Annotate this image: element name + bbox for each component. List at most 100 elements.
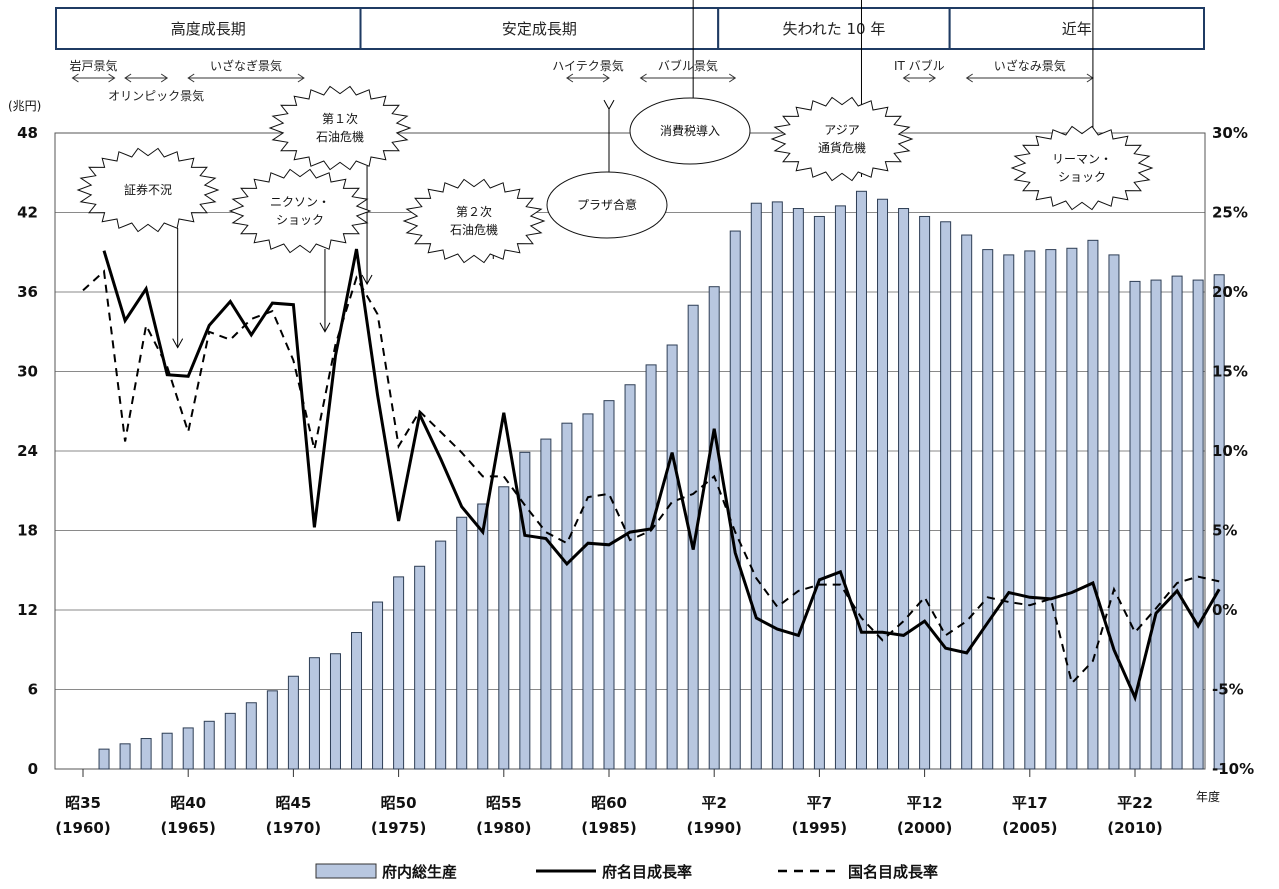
event-arrow-head bbox=[361, 274, 373, 286]
gdp-bar bbox=[435, 540, 447, 770]
right-tick-label: -5% bbox=[1212, 681, 1244, 699]
gdp-bar bbox=[1192, 279, 1204, 770]
x-tick-year: (1965) bbox=[160, 819, 215, 837]
x-tick-era: 昭35 bbox=[65, 794, 101, 812]
x-tick-era: 平12 bbox=[907, 794, 943, 812]
boom-arrow-head-left bbox=[965, 73, 973, 83]
gdp-bar bbox=[245, 702, 257, 770]
gdp-bar bbox=[729, 230, 741, 770]
right-tick-label: 5% bbox=[1212, 522, 1237, 540]
period-box bbox=[948, 7, 1206, 50]
boom-arrow-head-left bbox=[902, 73, 910, 83]
boom-label: いざなみ景気 bbox=[994, 58, 1066, 73]
boom-arrow-head-right bbox=[160, 73, 169, 83]
boom-arrow-head-right bbox=[297, 73, 305, 83]
gdp-bar bbox=[203, 720, 215, 770]
x-tick-year: (1995) bbox=[792, 819, 847, 837]
period-label: 失われた 10 年 bbox=[782, 20, 885, 38]
gdp-bar bbox=[393, 576, 405, 770]
prefecture-growth-line bbox=[102, 248, 1221, 703]
event-label: 石油危機 bbox=[450, 222, 498, 237]
event-burst bbox=[228, 168, 372, 254]
event-label: ショック bbox=[1058, 170, 1106, 184]
boom-label: 岩戸景気 bbox=[70, 58, 118, 73]
event-burst bbox=[402, 178, 546, 264]
gdp-bar bbox=[498, 486, 510, 770]
event-arrow-head bbox=[319, 322, 331, 333]
event-label: アジア bbox=[824, 123, 860, 137]
x-tick-year: (1960) bbox=[55, 819, 110, 837]
period-box bbox=[359, 7, 720, 50]
x-tick-era: 平22 bbox=[1117, 794, 1153, 812]
right-tick-label: 10% bbox=[1212, 442, 1248, 460]
gdp-bar bbox=[561, 422, 573, 770]
gdp-bar bbox=[813, 215, 825, 770]
x-tick-era: 昭40 bbox=[170, 794, 206, 812]
x-tick-year: (2000) bbox=[897, 819, 952, 837]
period-label: 安定成長期 bbox=[502, 20, 577, 38]
gdp-bar bbox=[750, 202, 762, 770]
x-tick-era: 平2 bbox=[701, 794, 726, 812]
gdp-bar bbox=[919, 215, 931, 770]
x-tick-year: (1970) bbox=[266, 819, 321, 837]
event-label: ニクソン・ bbox=[270, 195, 330, 209]
x-tick-era: 昭45 bbox=[275, 794, 311, 812]
event-label: 第２次 bbox=[456, 205, 492, 219]
gdp-bar bbox=[708, 286, 720, 770]
axes: (兆円) 0 6 12 18 24 30 36 42 48 -10% -5% 0% 5% 10% 15% 20%… bbox=[8, 99, 1254, 837]
left-tick-label: 48 bbox=[17, 124, 38, 142]
gdp-bar bbox=[687, 304, 699, 770]
gdp-bar bbox=[877, 198, 889, 770]
gdp-bar bbox=[161, 732, 173, 770]
boom-arrow-head-right bbox=[928, 73, 937, 83]
gdp-bar bbox=[119, 743, 131, 770]
gdp-bar bbox=[666, 344, 678, 770]
x-tick-era: 昭50 bbox=[381, 794, 417, 812]
event-burst bbox=[1010, 125, 1154, 211]
right-tick-label: 20% bbox=[1212, 283, 1248, 301]
boom-arrow-head-right bbox=[602, 73, 610, 83]
left-tick-label: 42 bbox=[17, 204, 38, 222]
boom-label: ハイテク景気 bbox=[552, 58, 624, 73]
event-ellipse bbox=[546, 171, 668, 239]
period-label: 近年 bbox=[1062, 20, 1092, 38]
x-tick-year: (2010) bbox=[1107, 819, 1162, 837]
x-tick-era: 平17 bbox=[1012, 794, 1048, 812]
legend-bar-label: 府内総生産 bbox=[382, 863, 457, 881]
gdp-bar bbox=[1150, 279, 1162, 770]
gdp-bar bbox=[1213, 274, 1225, 770]
right-tick-label: 25% bbox=[1212, 204, 1248, 222]
x-tick-era: 平7 bbox=[807, 794, 832, 812]
gdp-bar bbox=[140, 738, 152, 770]
event-label: プラザ合意 bbox=[577, 197, 637, 212]
gdp-bar bbox=[1108, 254, 1120, 770]
event-ellipse bbox=[629, 97, 751, 165]
legend: 府内総生産 府名目成長率 国名目成長率 bbox=[315, 863, 938, 881]
gdp-bar bbox=[898, 208, 910, 770]
boom-arrow-head-left bbox=[187, 73, 195, 83]
legend-dashed-label: 国名目成長率 bbox=[848, 863, 938, 881]
gdp-bar bbox=[645, 364, 657, 770]
gdp-bar bbox=[519, 451, 531, 770]
gdp-bar bbox=[1066, 247, 1078, 770]
gdp-bar bbox=[329, 653, 341, 770]
event-label: 第１次 bbox=[322, 112, 358, 126]
right-tick-label: 15% bbox=[1212, 363, 1248, 381]
gdp-bar bbox=[287, 675, 299, 770]
x-tick-year: (1975) bbox=[371, 819, 426, 837]
period-header: 高度成長期 安定成長期 失われた 10 年 近年 bbox=[55, 7, 1206, 50]
gdp-bar bbox=[603, 400, 615, 770]
event-label: 消費税導入 bbox=[660, 123, 720, 138]
gdp-bar bbox=[792, 208, 804, 770]
gdp-bar bbox=[834, 205, 846, 770]
period-box bbox=[717, 7, 951, 50]
boom-label: いざなぎ景気 bbox=[210, 58, 282, 73]
gdp-bar bbox=[372, 601, 384, 770]
event-arrow-head bbox=[172, 338, 184, 349]
gdp-bar bbox=[414, 565, 426, 770]
gdp-bar bbox=[182, 727, 194, 770]
gdp-bar bbox=[1045, 249, 1057, 770]
boom-arrow-head-right bbox=[108, 73, 116, 83]
gdp-bar bbox=[1024, 250, 1036, 770]
